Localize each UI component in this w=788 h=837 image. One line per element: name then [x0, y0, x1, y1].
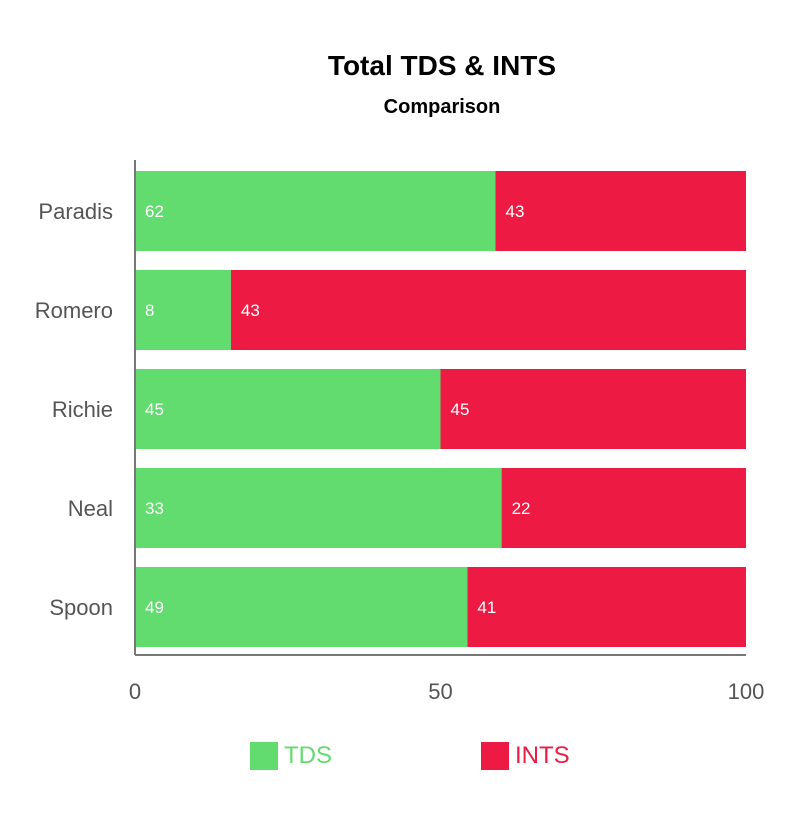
- data-label-ints-paradis: 43: [505, 202, 524, 221]
- bar-tds-spoon[interactable]: [135, 567, 468, 647]
- category-label-paradis: Paradis: [38, 199, 113, 224]
- data-label-tds-neal: 33: [145, 499, 164, 518]
- legend-label-ints: INTS: [515, 742, 570, 769]
- x-tick-label-100: 100: [728, 679, 765, 704]
- chart-title: Total TDS & INTS: [327, 50, 557, 81]
- legend-swatch-ints: [481, 742, 509, 770]
- bar-tds-paradis[interactable]: [135, 171, 496, 251]
- legend-item-tds[interactable]: TDS: [250, 742, 332, 770]
- bar-ints-romero[interactable]: [230, 270, 746, 350]
- legend: TDS INTS: [0, 742, 788, 772]
- data-label-ints-neal: 22: [512, 499, 531, 518]
- category-label-spoon: Spoon: [49, 595, 113, 620]
- bar-tds-romero[interactable]: [135, 270, 231, 350]
- data-label-ints-romero: 43: [241, 301, 260, 320]
- legend-swatch-tds: [250, 742, 278, 770]
- legend-label-tds: TDS: [284, 742, 332, 769]
- chart-subtitle: Comparison: [383, 96, 501, 118]
- data-label-ints-richie: 45: [451, 400, 470, 419]
- x-tick-label-50: 50: [428, 679, 452, 704]
- bar-tds-richie[interactable]: [135, 369, 441, 449]
- data-label-tds-richie: 45: [145, 400, 164, 419]
- bar-tds-neal[interactable]: [135, 468, 502, 548]
- bar-chart: 62 43 Paradis 8 43 Romero 45 45 Richie 33 22 Neal 49…: [35, 160, 765, 704]
- x-tick-label-0: 0: [129, 679, 141, 704]
- bar-ints-paradis[interactable]: [495, 171, 746, 251]
- bar-ints-neal[interactable]: [501, 468, 746, 548]
- bar-ints-richie[interactable]: [440, 369, 747, 449]
- category-label-romero: Romero: [35, 298, 113, 323]
- data-label-tds-romero: 8: [145, 301, 154, 320]
- bar-ints-spoon[interactable]: [467, 567, 746, 647]
- category-label-neal: Neal: [68, 496, 113, 521]
- data-label-tds-paradis: 62: [145, 202, 164, 221]
- category-label-richie: Richie: [52, 397, 113, 422]
- legend-item-ints[interactable]: INTS: [481, 742, 570, 770]
- data-label-ints-spoon: 41: [477, 598, 496, 617]
- data-label-tds-spoon: 49: [145, 598, 164, 617]
